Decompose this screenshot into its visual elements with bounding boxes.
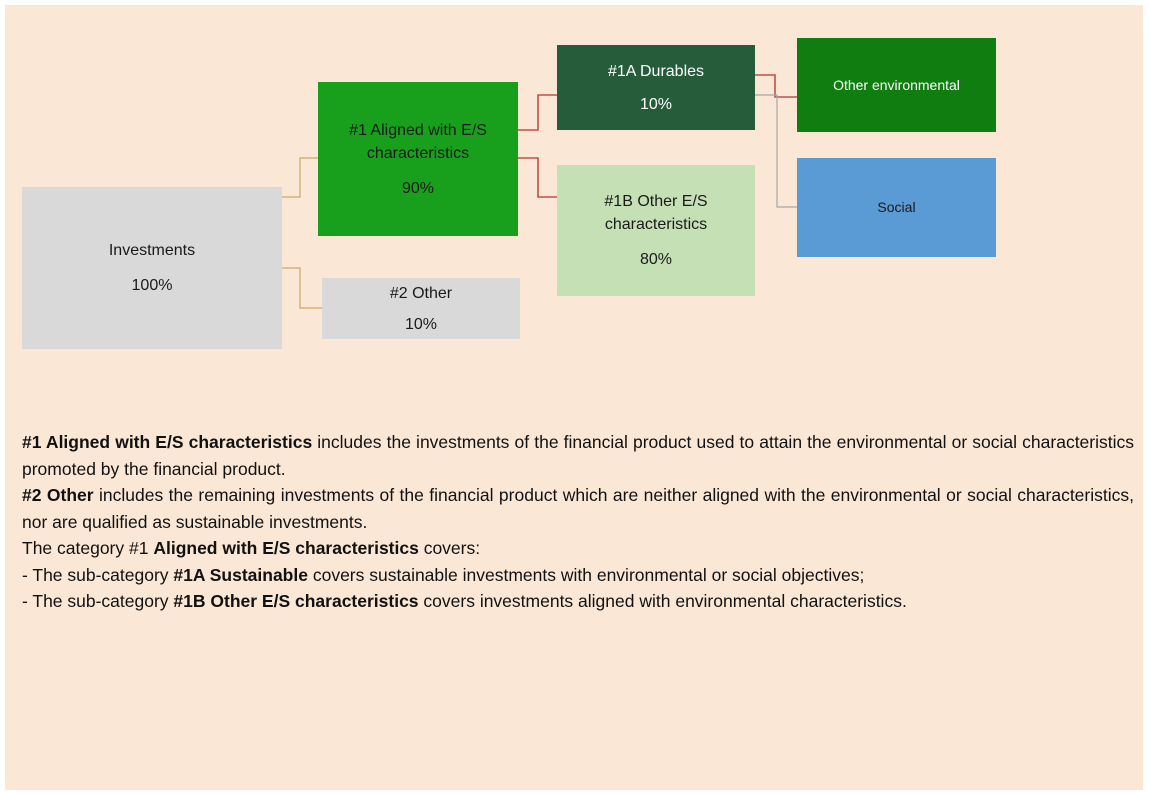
- node: Social: [797, 158, 996, 257]
- connector: [282, 157, 318, 198]
- node-value: 80%: [639, 251, 673, 268]
- node-label: #1B Other E/S characteristics: [604, 193, 708, 233]
- node-value: 90%: [401, 179, 435, 197]
- text: - The sub-category: [22, 564, 174, 585]
- node: #1A Durables 10%: [557, 45, 755, 130]
- bold-text: #1B Other E/S characteristics: [173, 591, 419, 611]
- paragraph: The category #1 Aligned with E/S charact…: [22, 535, 1134, 562]
- text: covers sustainable investments with envi…: [307, 564, 865, 585]
- paragraph: #1 Aligned with E/S characteristics incl…: [22, 429, 1134, 482]
- description: #1 Aligned with E/S characteristics incl…: [22, 429, 1134, 615]
- connector: [755, 74, 797, 98]
- connectors: [282, 74, 797, 309]
- connector: [518, 157, 557, 198]
- node: Investments 100%: [22, 187, 282, 349]
- bold-text: Aligned with E/S characteristics: [153, 538, 419, 558]
- text: includes the remaining investments of th…: [22, 485, 1134, 532]
- connector: [518, 94, 557, 131]
- text: covers investments aligned with environm…: [418, 591, 907, 611]
- bold-text: #2 Other: [22, 485, 94, 505]
- text: includes the investments of the financia…: [22, 432, 1134, 479]
- text: - The sub-category: [22, 591, 174, 611]
- paragraph: - The sub-category #1A Sustainable cover…: [22, 562, 1134, 589]
- node-label: Other environmental: [833, 77, 960, 93]
- node-label: #2 Other: [389, 284, 453, 302]
- node-value: 100%: [131, 277, 173, 294]
- bold-text: #1 Aligned with E/S characteristics: [22, 432, 313, 452]
- node: #1 Aligned with E/S characteristics 90%: [318, 82, 518, 236]
- bold-text: #1A Sustainable: [173, 564, 308, 585]
- text: covers:: [418, 538, 481, 558]
- paragraph: #2 Other includes the remaining investme…: [22, 482, 1134, 535]
- node: #2 Other 10%: [322, 278, 520, 339]
- node-value: 10%: [639, 95, 673, 113]
- node-label: Social: [877, 199, 916, 215]
- paragraph: - The sub-category #1B Other E/S charact…: [22, 588, 1134, 615]
- node-label: Investments: [108, 242, 196, 259]
- node: #1B Other E/S characteristics 80%: [557, 165, 755, 296]
- connector: [755, 94, 797, 208]
- panel: Investments 100% #1 Aligned with E/S cha…: [5, 5, 1143, 790]
- node: Other environmental: [797, 38, 996, 132]
- connector: [282, 267, 322, 309]
- node-label: #1 Aligned with E/S characteristics: [349, 121, 487, 162]
- node-value: 10%: [404, 315, 438, 333]
- text: The category #1: [22, 538, 154, 558]
- node-label: #1A Durables: [607, 62, 705, 80]
